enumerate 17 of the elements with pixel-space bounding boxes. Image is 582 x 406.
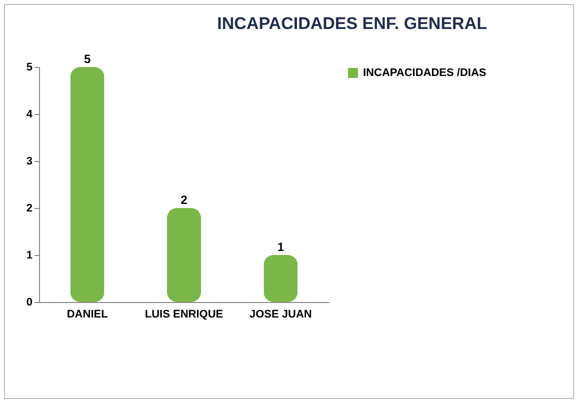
bar xyxy=(167,208,201,302)
y-tick-label: 5 xyxy=(26,62,32,74)
chart-title: INCAPACIDADES ENF. GENERAL xyxy=(217,14,487,33)
legend-label: INCAPACIDADES /DIAS xyxy=(363,67,486,79)
bar xyxy=(70,67,104,302)
bar xyxy=(264,255,298,302)
x-tick-label: JOSE JUAN xyxy=(249,308,312,320)
data-label: 1 xyxy=(277,240,284,254)
x-tick-label: DANIEL xyxy=(66,308,108,320)
x-tick-label: LUIS ENRIQUE xyxy=(144,308,224,320)
y-tick-label: 0 xyxy=(26,296,32,308)
y-tick-label: 1 xyxy=(26,250,32,262)
y-tick-label: 3 xyxy=(26,156,32,168)
y-tick-label: 4 xyxy=(26,108,34,120)
data-label: 2 xyxy=(180,193,188,207)
y-tick-label: 2 xyxy=(26,202,32,214)
data-label: 5 xyxy=(84,52,91,66)
